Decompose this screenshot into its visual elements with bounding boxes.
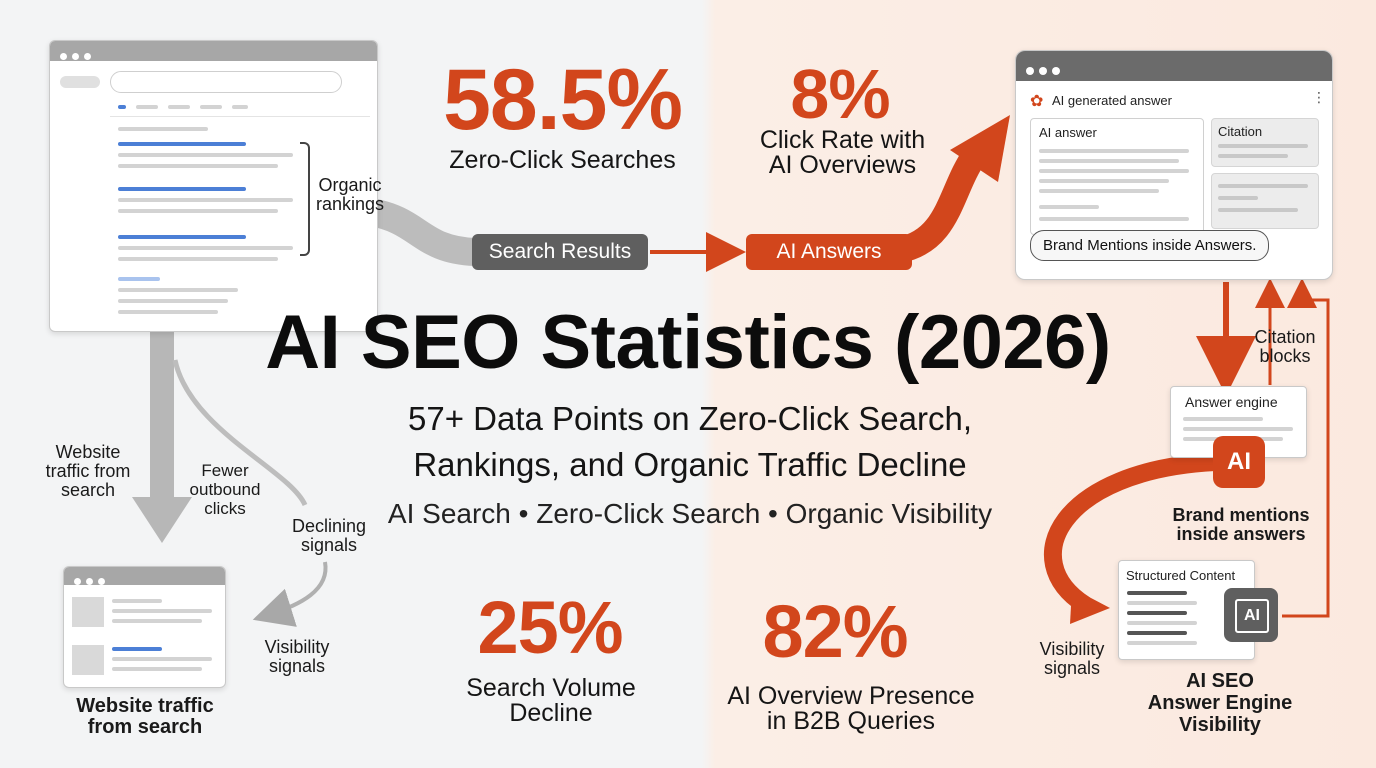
topic-tags: AI Search • Zero-Click Search • Organic … — [387, 498, 993, 529]
brand-mentions-bubble: Brand Mentions inside Answers. — [1030, 230, 1270, 261]
ai-answer-panel: AI answer — [1030, 118, 1204, 235]
stat-value-click-rate: 8% — [790, 55, 890, 133]
declining-signals-curve — [252, 561, 328, 627]
rankings-bracket — [300, 142, 310, 256]
stat-value-b2b: 82% — [762, 590, 908, 673]
citation-blocks-label: Citation blocks — [1254, 327, 1316, 366]
declining-signals-label: Declining signals — [291, 516, 367, 555]
citation-panel-2 — [1211, 173, 1319, 229]
website-window — [63, 566, 226, 688]
ai-chip-icon: AI — [1224, 588, 1278, 642]
website-traffic-label: Website traffic from search — [45, 442, 131, 500]
search-results-pill: Search Results — [472, 234, 648, 270]
serp-to-results-swoosh — [367, 198, 477, 266]
serp-window — [49, 40, 378, 332]
fewer-clicks-curve — [172, 359, 308, 507]
citation-up-arrow-2 — [1282, 278, 1330, 618]
citation-panel-1: Citation — [1211, 118, 1319, 167]
ai-seo-visibility-label: AI SEO Answer Engine Visibility — [1147, 670, 1293, 736]
brand-mentions-label: Brand mentions inside answers — [1172, 505, 1310, 544]
ai-spark-icon: ✿ — [1030, 93, 1044, 110]
more-options-icon[interactable]: ⋮ — [1312, 89, 1326, 105]
stat-label-search-volume: Search Volume Decline — [466, 674, 636, 727]
answers-arrow-head — [950, 115, 1010, 182]
ai-answers-pill: AI Answers — [746, 234, 912, 270]
website-traffic-bottom-label: Website traffic from search — [76, 695, 214, 738]
page-subtitle: 57+ Data Points on Zero-Click Search, Ran… — [407, 400, 972, 483]
fewer-clicks-label: Fewer outbound clicks — [189, 461, 261, 518]
visibility-signals-label-left: Visibility signals — [264, 637, 330, 676]
engine-to-structured-arrow — [1043, 453, 1216, 613]
visibility-signals-label-right: Visibility signals — [1039, 639, 1105, 678]
traffic-down-shaft — [150, 332, 174, 500]
serp-logo-placeholder — [60, 76, 100, 88]
serp-window-bar — [50, 41, 377, 61]
page-title: AI SEO Statistics (2026) — [265, 300, 1111, 385]
stat-label-click-rate: Click Rate with AI Overviews — [759, 126, 926, 179]
traffic-down-head — [132, 497, 192, 543]
serp-search-bar[interactable] — [110, 71, 342, 93]
engine-to-structured-head — [1070, 588, 1110, 624]
organic-rankings-label: Organic rankings — [315, 175, 385, 214]
ai-engine-badge: AI — [1213, 436, 1265, 488]
stat-label-zero-click: Zero-Click Searches — [449, 146, 676, 174]
ai-window-title: AI generated answer — [1052, 93, 1172, 108]
stat-value-search-volume: 25% — [477, 586, 623, 669]
stat-label-b2b: AI Overview Presence in B2B Queries — [727, 682, 975, 735]
stat-value-zero-click: 58.5% — [443, 52, 683, 148]
answers-to-ai-window-arrow — [896, 147, 986, 263]
